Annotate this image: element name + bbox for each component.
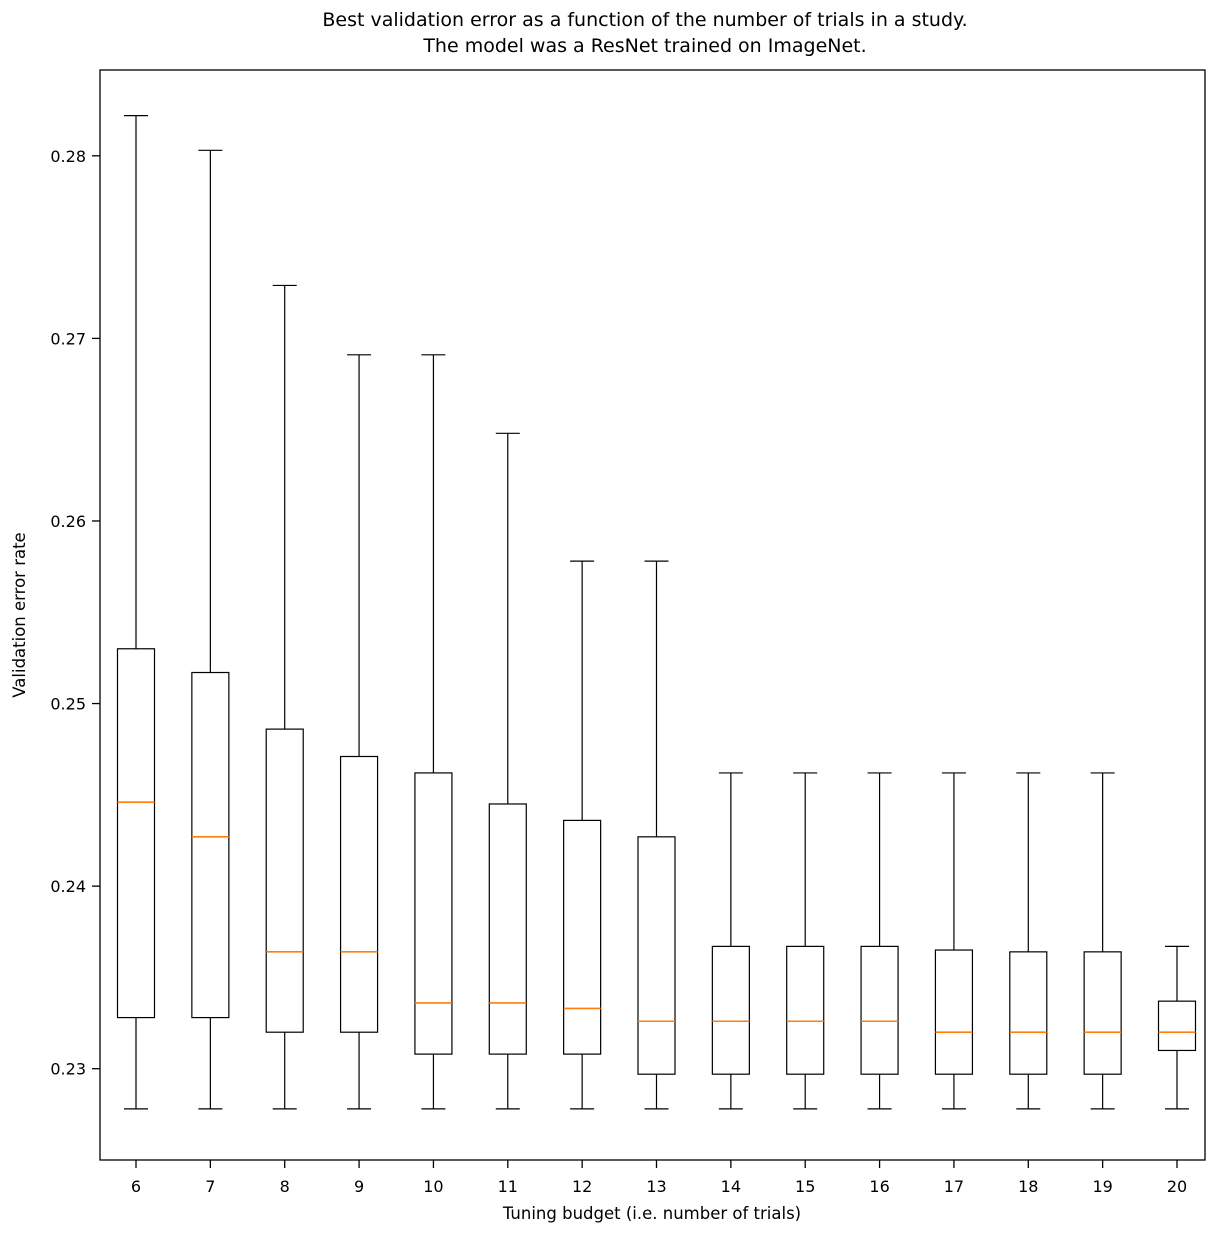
x-tick-label: 18	[1018, 1177, 1038, 1196]
x-tick-label: 13	[646, 1177, 666, 1196]
x-tick-label: 10	[423, 1177, 443, 1196]
box-7	[191, 671, 230, 1019]
y-tick-label: 0.23	[50, 1060, 86, 1079]
y-tick-label: 0.28	[50, 147, 86, 166]
box-15	[786, 945, 825, 1075]
box-10	[414, 772, 453, 1055]
x-tick-label: 19	[1092, 1177, 1112, 1196]
y-axis-label: Validation error rate	[10, 532, 29, 697]
plot-frame	[99, 69, 1206, 1161]
x-tick-label: 17	[944, 1177, 964, 1196]
x-tick-label: 11	[498, 1177, 518, 1196]
x-tick-label: 12	[572, 1177, 592, 1196]
box-18	[1009, 951, 1048, 1075]
x-axis-label: Tuning budget (i.e. number of trials)	[502, 1204, 801, 1223]
chart-title-line1: Best validation error as a function of t…	[322, 9, 967, 31]
x-tick-label: 8	[280, 1177, 290, 1196]
box-19	[1083, 951, 1122, 1075]
x-tick-label: 6	[131, 1177, 141, 1196]
y-tick-label: 0.26	[50, 512, 86, 531]
box-14	[711, 945, 750, 1075]
box-9	[339, 755, 379, 1033]
box-17	[934, 949, 974, 1075]
x-tick-label: 15	[795, 1177, 815, 1196]
y-tick-label: 0.25	[50, 695, 86, 714]
box-20	[1157, 1000, 1197, 1052]
x-tick-label: 7	[205, 1177, 215, 1196]
box-12	[563, 819, 602, 1055]
box-11	[488, 803, 527, 1055]
y-tick-label: 0.27	[50, 329, 86, 348]
x-tick-label: 9	[354, 1177, 364, 1196]
box-16	[860, 945, 899, 1075]
y-tick-label: 0.24	[50, 877, 86, 896]
box-6	[116, 648, 156, 1019]
plot-content-layer: 0.23 0.24 0.25 0.26 0.27 0.28 6 7 8 9 10 11 12 13 14 15…	[50, 115, 1197, 1196]
x-tick-label: 16	[869, 1177, 889, 1196]
x-tick-label: 20	[1167, 1177, 1187, 1196]
box-8	[265, 728, 304, 1033]
chart-title-line2: The model was a ResNet trained on ImageN…	[422, 35, 866, 57]
box-13	[637, 836, 676, 1075]
x-tick-label: 14	[721, 1177, 741, 1196]
